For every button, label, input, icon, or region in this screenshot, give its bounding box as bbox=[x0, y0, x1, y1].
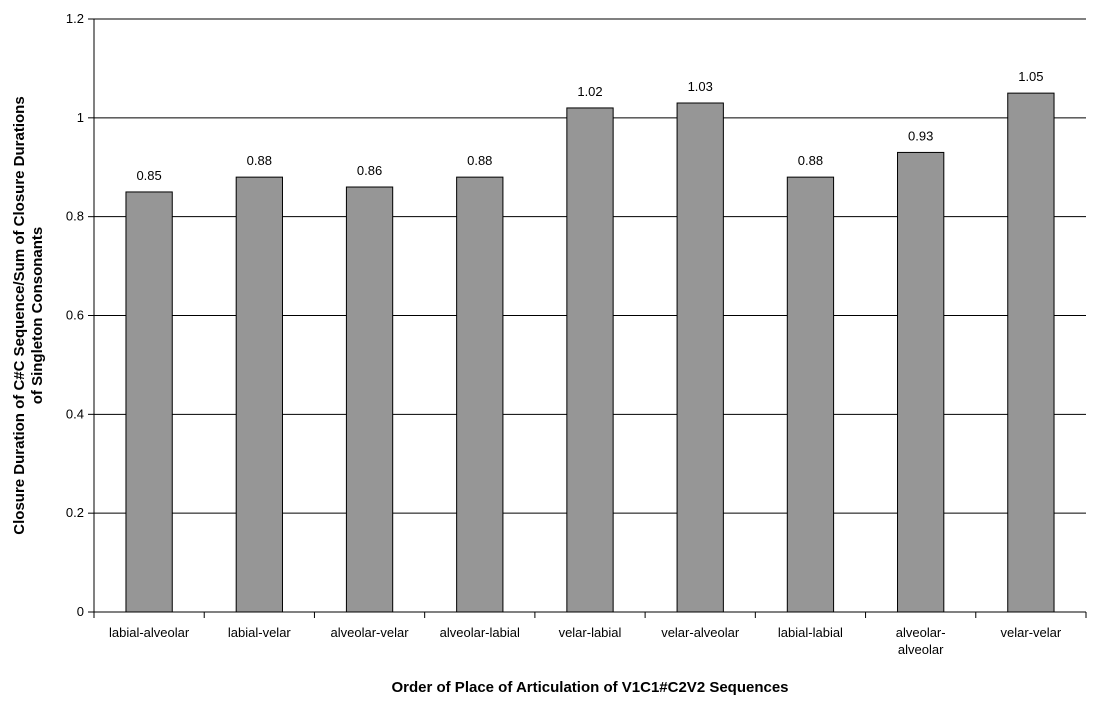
bar bbox=[345, 186, 394, 613]
data-label: 1.05 bbox=[1018, 69, 1043, 84]
y-tick-label: 0.2 bbox=[66, 505, 84, 520]
data-label: 0.88 bbox=[247, 153, 272, 168]
bar bbox=[235, 176, 283, 613]
data-label: 1.03 bbox=[688, 79, 713, 94]
bar bbox=[1007, 92, 1055, 613]
bar bbox=[676, 102, 724, 613]
y-axis-title: Closure Duration of C#C Sequence/Sum of … bbox=[11, 96, 46, 534]
data-label: 0.85 bbox=[136, 168, 161, 183]
y-axis-title-line: of Singleton Consonants bbox=[29, 227, 46, 405]
bar bbox=[897, 151, 945, 613]
bar bbox=[456, 176, 504, 613]
x-category-label: velar-velar bbox=[1001, 625, 1062, 640]
x-category-label: alveolar-labial bbox=[440, 625, 520, 640]
x-category-label: velar-alveolar bbox=[661, 625, 740, 640]
x-category-label: labial-labial bbox=[778, 625, 843, 640]
axes: 0 0.2 0.4 0.6 0.8 1 1.2 labial-alveolar labial-v… bbox=[66, 11, 1087, 657]
bar bbox=[786, 176, 835, 613]
data-label: 1.02 bbox=[577, 84, 602, 99]
x-category-label: labial-velar bbox=[228, 625, 292, 640]
data-label: 0.88 bbox=[798, 153, 823, 168]
bars bbox=[125, 92, 1055, 613]
x-axis-title: Order of Place of Articulation of V1C1#C… bbox=[391, 679, 788, 696]
y-axis-title-line: Closure Duration of C#C Sequence/Sum of … bbox=[11, 96, 28, 534]
data-label: 0.93 bbox=[908, 128, 933, 143]
y-tick-label: 0.4 bbox=[66, 406, 84, 421]
x-category-label: alveolar-velar bbox=[331, 625, 410, 640]
y-tick-label: 0 bbox=[77, 604, 84, 619]
data-labels: 0.85 0.88 0.86 0.88 1.02 1.03 0.88 0.93 1.05 bbox=[136, 69, 1043, 183]
x-category-label: labial-alveolar bbox=[109, 625, 190, 640]
data-label: 0.88 bbox=[467, 153, 492, 168]
x-category-label: alveolar bbox=[898, 642, 944, 657]
data-label: 0.86 bbox=[357, 163, 382, 178]
y-tick-label: 0.6 bbox=[66, 308, 84, 323]
bar bbox=[566, 107, 614, 613]
y-tick-label: 1.2 bbox=[66, 11, 84, 26]
x-category-label: velar-labial bbox=[559, 625, 622, 640]
x-category-label: alveolar- bbox=[896, 625, 946, 640]
bar bbox=[125, 191, 173, 613]
y-tick-label: 0.8 bbox=[66, 209, 84, 224]
y-tick-label: 1 bbox=[77, 110, 84, 125]
